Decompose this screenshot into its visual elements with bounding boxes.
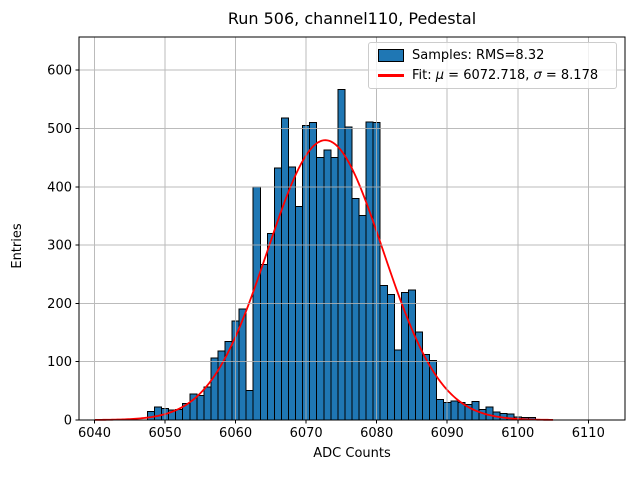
y-tick-label: 0: [64, 414, 72, 429]
fit-curve: [94, 139, 554, 421]
x-tick-label: 6100: [501, 426, 534, 441]
histogram-bar: [266, 232, 275, 421]
x-tick-label: 6060: [219, 426, 252, 441]
y-tick-label: 200: [47, 297, 72, 312]
legend-samples-label: Samples: RMS=8.32: [412, 47, 545, 63]
histogram-bar: [344, 126, 353, 421]
histogram-bar: [330, 157, 339, 421]
y-tick-label: 100: [47, 355, 72, 370]
histogram-bar: [153, 406, 163, 421]
histogram-bar: [259, 263, 268, 421]
fit-line-swatch-icon: [378, 74, 404, 78]
y-tick-label: 400: [47, 180, 72, 195]
histogram-bar: [210, 357, 219, 421]
legend-fit-mu-symbol: μ: [435, 68, 445, 84]
histogram-bar: [337, 88, 346, 421]
legend-fit-mu-value: = 6072.718,: [444, 68, 534, 84]
gridlines: [79, 37, 625, 421]
histogram-bar: [288, 166, 297, 421]
histogram-bar: [196, 395, 205, 421]
legend-fit-sigma-symbol: σ: [533, 68, 542, 84]
histogram-bar: [316, 157, 325, 421]
chart-title: Run 506, channel110, Pedestal: [227, 9, 477, 28]
histogram-bars: [146, 88, 536, 421]
y-tick-label: 600: [47, 64, 72, 79]
histogram-bar: [295, 206, 304, 421]
x-tick-label: 6090: [431, 426, 464, 441]
tick-labels: 6040 6050 6060 6070 6080 6090 6100 6110 0 100 200 3…: [47, 64, 605, 441]
x-tick-label: 6080: [360, 426, 393, 441]
histogram-bar: [273, 167, 282, 421]
histogram-swatch-icon: [378, 48, 404, 62]
tick-marks: [75, 69, 589, 424]
y-tick-label: 300: [47, 239, 72, 254]
histogram-bar: [175, 409, 184, 421]
histogram-bar: [203, 386, 212, 421]
histogram-bar: [323, 149, 332, 421]
y-axis-label: Entries: [10, 223, 25, 269]
x-tick-label: 6050: [149, 426, 182, 441]
histogram-bar: [450, 400, 459, 421]
x-tick-label: 6070: [290, 426, 323, 441]
legend-entry-fit: Fit: μ = 6072.718, σ = 8.178: [369, 66, 616, 86]
x-tick-label: 6110: [572, 426, 605, 441]
legend-fit-sigma-value: = 8.178: [541, 68, 599, 84]
histogram-bar: [245, 389, 254, 421]
histogram-bar: [365, 121, 374, 421]
histogram-bar: [358, 214, 367, 421]
histogram-bar: [393, 349, 402, 421]
axes-frame: [78, 36, 626, 421]
histogram-bar: [407, 289, 416, 421]
histogram-bar: [386, 294, 395, 421]
legend-entry-samples: Samples: RMS=8.32: [369, 45, 616, 65]
y-tick-label: 500: [47, 122, 72, 137]
histogram-bar: [146, 410, 155, 421]
legend-fit-label: Fit: μ = 6072.718, σ = 8.178: [412, 68, 598, 83]
histogram-bar: [351, 197, 360, 421]
legend-fit-prefix: Fit:: [412, 68, 436, 84]
x-tick-label: 6040: [78, 426, 111, 441]
histogram-bar: [280, 117, 290, 421]
histogram-bar: [436, 399, 445, 421]
legend: Samples: RMS=8.32 Fit: μ = 6072.718, σ =…: [368, 42, 617, 89]
x-axis-label: ADC Counts: [313, 446, 391, 461]
histogram-bar: [429, 360, 438, 421]
histogram-bar: [309, 122, 318, 421]
histogram-bar: [379, 284, 388, 421]
